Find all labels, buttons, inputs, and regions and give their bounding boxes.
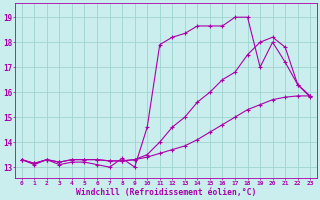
- X-axis label: Windchill (Refroidissement éolien,°C): Windchill (Refroidissement éolien,°C): [76, 188, 256, 197]
